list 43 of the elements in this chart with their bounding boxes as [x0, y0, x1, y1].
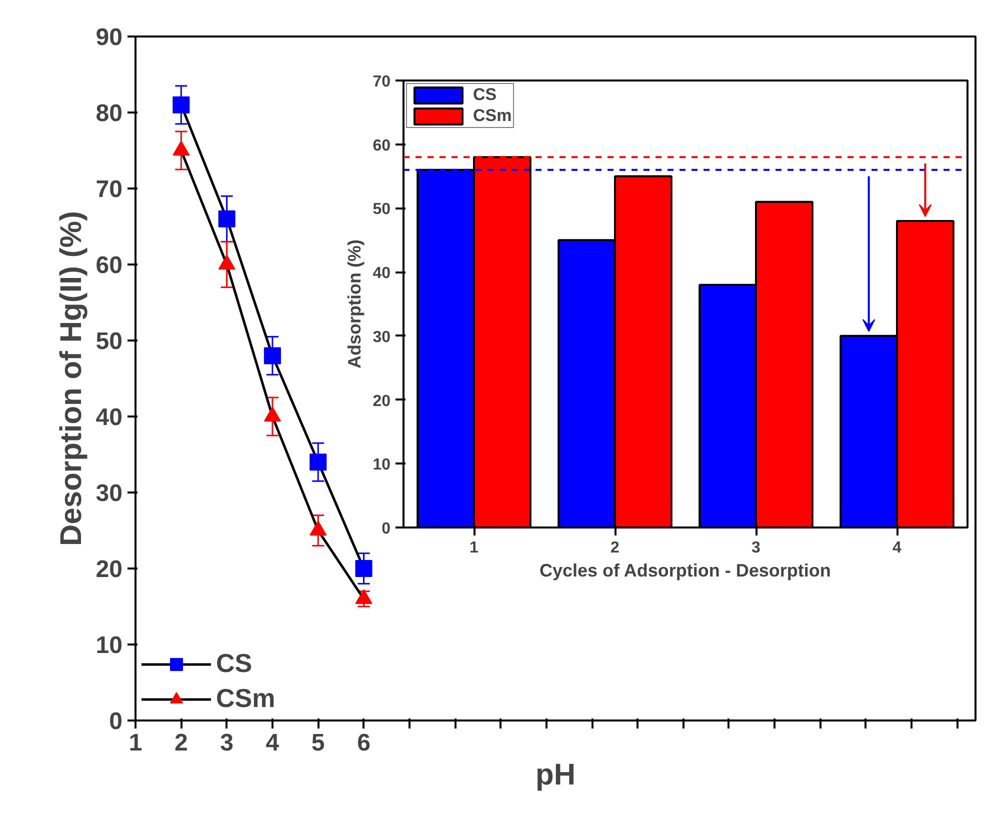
y-tick-label: 50: [372, 201, 391, 218]
y-tick-label: 10: [96, 632, 123, 659]
point: [218, 254, 236, 270]
legend-label: CSm: [216, 683, 276, 714]
y-tick-label: 80: [96, 100, 123, 127]
y-tick-label: 0: [382, 520, 391, 538]
y-tick-label: 30: [372, 328, 391, 346]
y-tick-label: 60: [372, 137, 391, 154]
y-tick-label: 70: [372, 74, 391, 90]
x-tick-label: 1: [470, 540, 479, 556]
legend-label: CSm: [473, 106, 512, 126]
point: [264, 347, 281, 364]
x-tick-label: 3: [220, 730, 234, 756]
x-tick-label: 2: [610, 540, 620, 556]
x-tick-label: 6: [357, 730, 370, 756]
y-tick-label: 30: [96, 480, 123, 507]
y-tick-label: 40: [372, 265, 391, 282]
y-tick-label: 20: [96, 556, 123, 583]
x-axis-title: Cycles of Adsorption - Desorption: [539, 560, 831, 580]
y-tick-label: 70: [96, 176, 123, 203]
x-tick-label: 4: [266, 730, 280, 756]
y-tick-label: 90: [96, 24, 123, 51]
point: [310, 520, 327, 536]
x-axis-title: pH: [536, 758, 576, 792]
y-axis-title: Desorption of Hg(II) (%): [54, 211, 88, 546]
legend-label: CS: [216, 648, 252, 679]
y-tick-label: 0: [109, 708, 123, 735]
x-tick-label: 1: [128, 730, 142, 756]
point: [264, 406, 281, 422]
y-tick-label: 60: [96, 252, 123, 279]
y-tick-label: 20: [372, 392, 391, 410]
y-tick-label: 50: [96, 328, 123, 355]
legend-label: CS: [473, 85, 497, 105]
y-axis-title: Adsorption (%): [344, 240, 365, 368]
x-tick-label: 4: [892, 540, 902, 556]
point: [218, 210, 236, 228]
x-tick-label: 2: [174, 730, 188, 756]
point: [172, 96, 190, 114]
y-tick-label: 40: [96, 404, 123, 431]
point: [355, 589, 372, 604]
y-tick-label: 10: [372, 456, 391, 474]
x-tick-label: 5: [311, 730, 325, 756]
x-tick-label: 3: [752, 540, 761, 556]
